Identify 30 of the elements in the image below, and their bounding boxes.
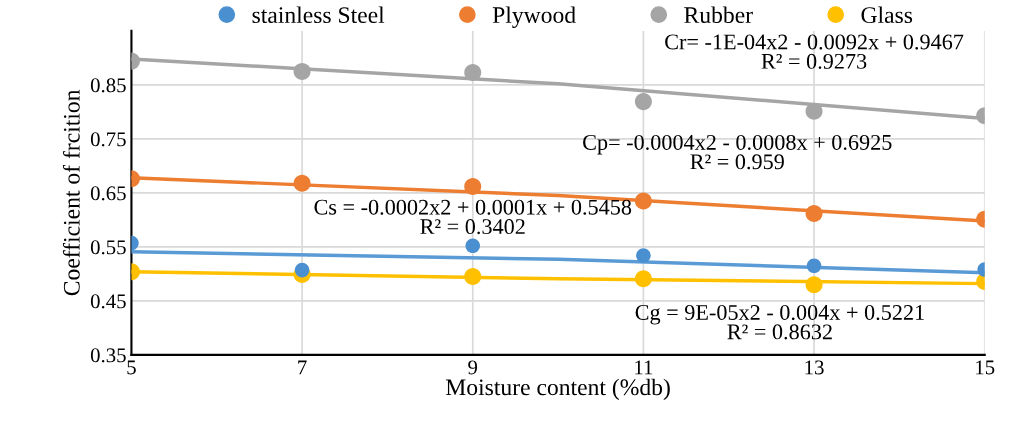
x-axis-title: Moisture content (%db) [445,378,670,401]
x-tick-label: 7 [298,360,307,375]
annotation: Cr= -1E-04x2 - 0.0092x + 0.9467 R² = 0.9273 [665,34,964,69]
x-tick-label: 13 [805,360,824,375]
y-axis-title: Coefficient of frcition [62,89,80,296]
annotation: Cs = -0.0002x2 + 0.0001x + 0.5458 R² = 0.3402 [314,199,632,235]
legend-label: Glass [861,6,913,24]
x-tick-label: 11 [635,360,653,375]
point [465,238,481,254]
x-tick-label: 5 [127,360,136,375]
legend-label: Plywood [492,6,576,28]
x-tick-label: 15 [976,360,995,375]
y-tick-label: 0.55 [90,240,126,255]
point [464,63,482,81]
y-tick-label: 0.65 [90,186,126,201]
point [636,248,651,263]
legend-label: stainless Steel [252,6,385,24]
y-tick-label: 0.35 [90,348,126,363]
point [634,192,652,210]
annotation: Cp= -0.0004x2 - 0.0008x + 0.6925 R² = 0.959 [583,134,892,170]
y-tick-label: 0.45 [90,294,126,309]
point [634,270,652,288]
legend-label: Rubber [684,6,753,24]
point [634,93,652,111]
y-tick-label: 0.85 [90,78,126,93]
point [464,177,482,195]
x-tick-label: 9 [468,360,478,375]
y-tick-label: 0.75 [90,132,126,147]
point [464,268,482,286]
annotation: Cg = 9E-05x2 - 0.004x + 0.5221 R² = 0.8632 [635,304,924,340]
